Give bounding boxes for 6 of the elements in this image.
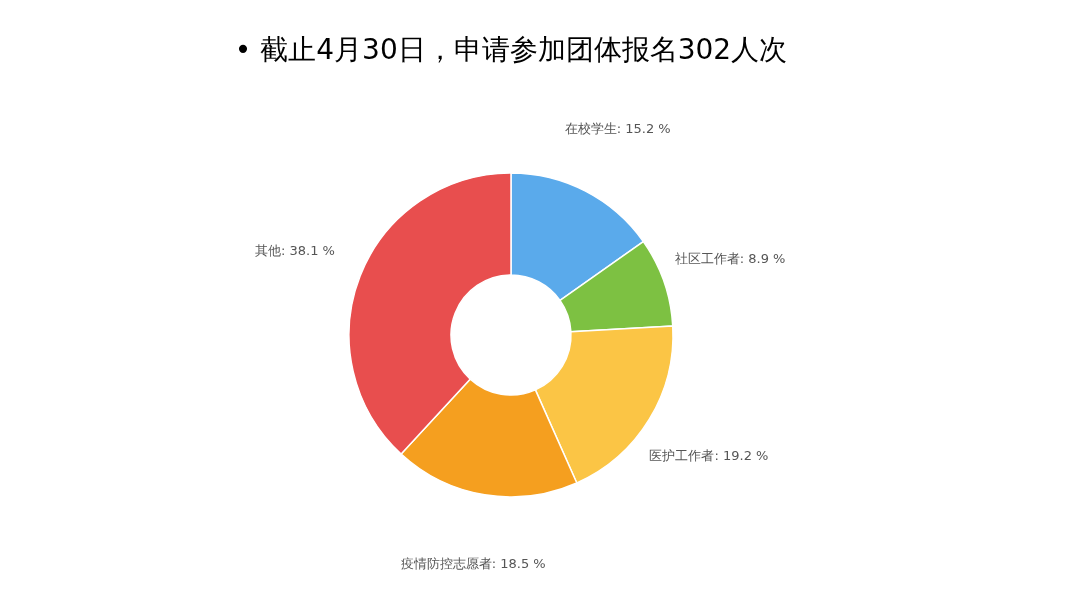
slice-label: 其他: 38.1 % xyxy=(254,242,335,258)
slice-label: 疫情防控志愿者: 18.5 % xyxy=(400,555,546,571)
chart-title: • 截止4月30日，申请参加团体报名302人次 xyxy=(234,33,788,66)
slice-label: 社区工作者: 8.9 % xyxy=(674,250,786,266)
slice-label: 医护工作者: 19.2 % xyxy=(649,448,769,464)
slice-label: 在校学生: 15.2 % xyxy=(564,121,671,136)
